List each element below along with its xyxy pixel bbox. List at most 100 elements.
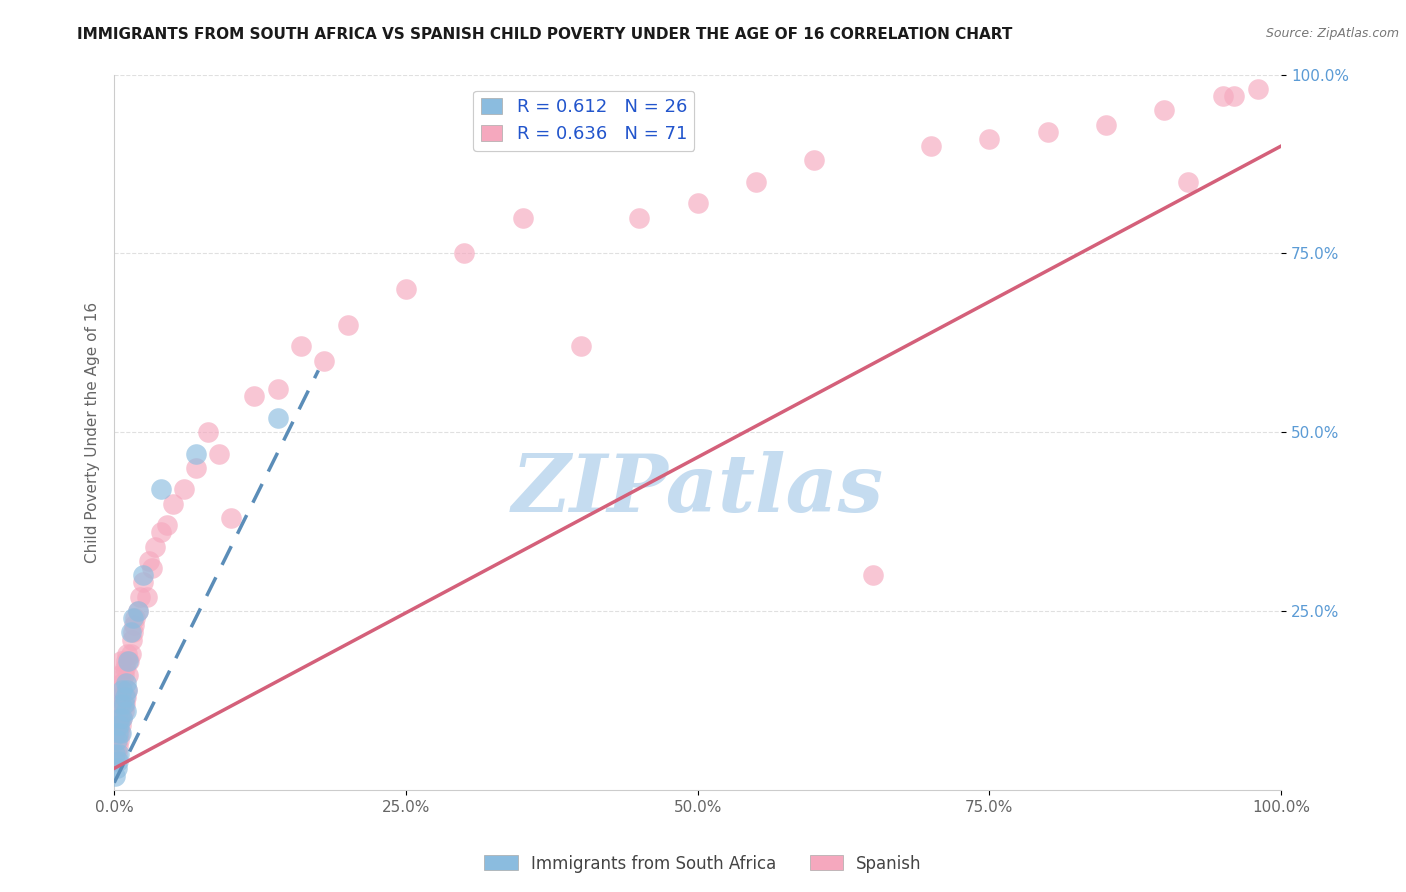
Point	[115, 682, 138, 697]
Point	[314, 353, 336, 368]
Point	[104, 747, 127, 761]
Point	[108, 732, 131, 747]
Point	[266, 410, 288, 425]
Point	[127, 604, 149, 618]
Text: IMMIGRANTS FROM SOUTH AFRICA VS SPANISH CHILD POVERTY UNDER THE AGE OF 16 CORREL: IMMIGRANTS FROM SOUTH AFRICA VS SPANISH …	[77, 27, 1012, 42]
Point	[107, 739, 129, 754]
Point	[124, 611, 146, 625]
Point	[266, 382, 288, 396]
Point	[745, 175, 768, 189]
Point	[114, 697, 136, 711]
Point	[107, 682, 129, 697]
Point	[111, 675, 134, 690]
Point	[128, 590, 150, 604]
Point	[1223, 89, 1246, 103]
Point	[138, 554, 160, 568]
Point	[141, 561, 163, 575]
Point	[979, 132, 1001, 146]
Point	[208, 447, 231, 461]
Point	[105, 718, 128, 732]
Point	[108, 697, 131, 711]
Legend: Immigrants from South Africa, Spanish: Immigrants from South Africa, Spanish	[478, 848, 928, 880]
Point	[105, 690, 128, 704]
Point	[112, 704, 135, 718]
Point	[395, 282, 418, 296]
Point	[1036, 125, 1059, 139]
Point	[149, 525, 172, 540]
Point	[115, 682, 138, 697]
Point	[156, 518, 179, 533]
Point	[121, 625, 143, 640]
Y-axis label: Child Poverty Under the Age of 16: Child Poverty Under the Age of 16	[86, 301, 100, 563]
Point	[114, 661, 136, 675]
Point	[453, 246, 475, 260]
Point	[115, 654, 138, 668]
Text: Source: ZipAtlas.com: Source: ZipAtlas.com	[1265, 27, 1399, 40]
Point	[803, 153, 825, 168]
Point	[112, 668, 135, 682]
Point	[243, 389, 266, 403]
Point	[132, 568, 155, 582]
Point	[104, 754, 127, 768]
Point	[108, 711, 131, 725]
Point	[197, 425, 219, 440]
Point	[108, 668, 131, 682]
Point	[115, 704, 138, 718]
Point	[108, 718, 131, 732]
Point	[569, 339, 592, 353]
Point	[120, 625, 142, 640]
Point	[122, 618, 145, 632]
Point	[1177, 175, 1199, 189]
Point	[686, 196, 709, 211]
Legend: R = 0.612   N = 26, R = 0.636   N = 71: R = 0.612 N = 26, R = 0.636 N = 71	[474, 91, 695, 151]
Point	[173, 483, 195, 497]
Point	[1212, 89, 1234, 103]
Point	[110, 690, 132, 704]
Point	[108, 747, 131, 761]
Point	[114, 690, 136, 704]
Point	[105, 747, 128, 761]
Point	[105, 732, 128, 747]
Point	[920, 139, 942, 153]
Point	[290, 339, 312, 353]
Point	[104, 768, 127, 782]
Point	[104, 725, 127, 739]
Point	[117, 654, 139, 668]
Point	[107, 711, 129, 725]
Point	[162, 497, 184, 511]
Point	[143, 540, 166, 554]
Point	[108, 725, 131, 739]
Point	[111, 711, 134, 725]
Point	[110, 725, 132, 739]
Point	[108, 697, 131, 711]
Point	[111, 711, 134, 725]
Point	[1095, 118, 1118, 132]
Point	[115, 647, 138, 661]
Point	[105, 761, 128, 775]
Point	[117, 668, 139, 682]
Point	[132, 575, 155, 590]
Point	[118, 654, 141, 668]
Point	[1247, 82, 1270, 96]
Point	[107, 725, 129, 739]
Point	[120, 647, 142, 661]
Point	[111, 682, 134, 697]
Point	[1153, 103, 1175, 118]
Point	[127, 604, 149, 618]
Point	[862, 568, 884, 582]
Point	[110, 718, 132, 732]
Point	[115, 690, 138, 704]
Point	[184, 461, 207, 475]
Point	[628, 211, 651, 225]
Point	[149, 483, 172, 497]
Text: ZIPatlas: ZIPatlas	[512, 450, 884, 528]
Point	[115, 675, 138, 690]
Point	[107, 754, 129, 768]
Point	[121, 632, 143, 647]
Point	[336, 318, 359, 332]
Point	[135, 590, 157, 604]
Point	[110, 697, 132, 711]
Point	[121, 611, 143, 625]
Point	[219, 511, 242, 525]
Point	[110, 654, 132, 668]
